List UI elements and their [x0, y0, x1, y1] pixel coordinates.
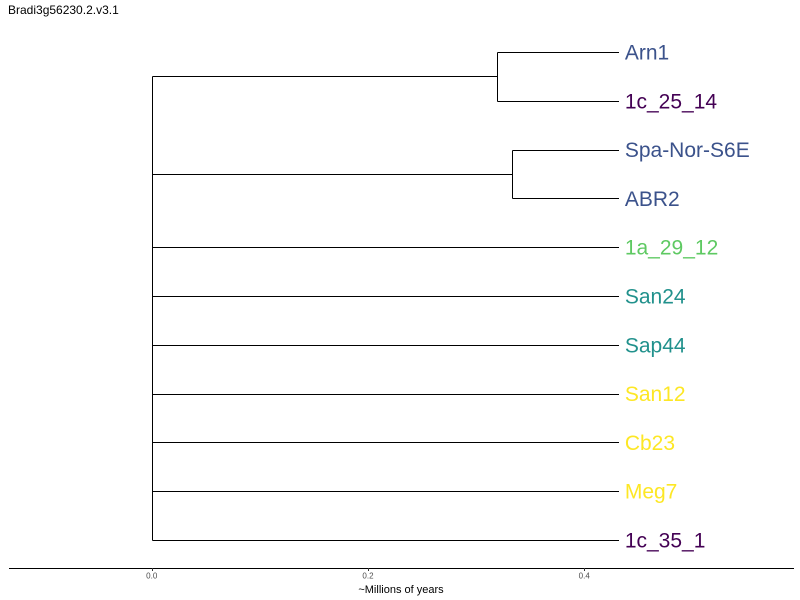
tip-label: 1c_35_1: [625, 530, 706, 553]
tip-label: Spa-Nor-S6E: [625, 139, 750, 162]
tip-label: San24: [625, 286, 686, 309]
tip-label: Sap44: [625, 334, 686, 357]
tip-label: San12: [625, 383, 686, 406]
tree-branches: [152, 52, 619, 541]
tip-label: ABR2: [625, 188, 680, 211]
x-axis-ticks: 0.0 0.2 0.4: [146, 568, 590, 581]
x-axis-title: ~Millions of years: [358, 584, 444, 596]
x-tick-label: 0.2: [362, 572, 374, 581]
tip-label: 1a_29_12: [625, 237, 718, 260]
page-title: Bradi3g56230.2.v3.1: [8, 3, 119, 17]
tip-label: Meg7: [625, 481, 678, 504]
tip-label: Arn1: [625, 42, 669, 65]
x-tick-label: 0.4: [579, 572, 591, 581]
x-axis: 0.0 0.2 0.4 ~Millions of years: [9, 568, 794, 596]
tip-label: 1c_25_14: [625, 90, 718, 113]
tip-labels: Arn1 1c_25_14 Spa-Nor-S6E ABR2 1a_29_12 San24…: [625, 42, 750, 553]
tip-label: Cb23: [625, 432, 675, 455]
x-tick-label: 0.0: [146, 572, 158, 581]
